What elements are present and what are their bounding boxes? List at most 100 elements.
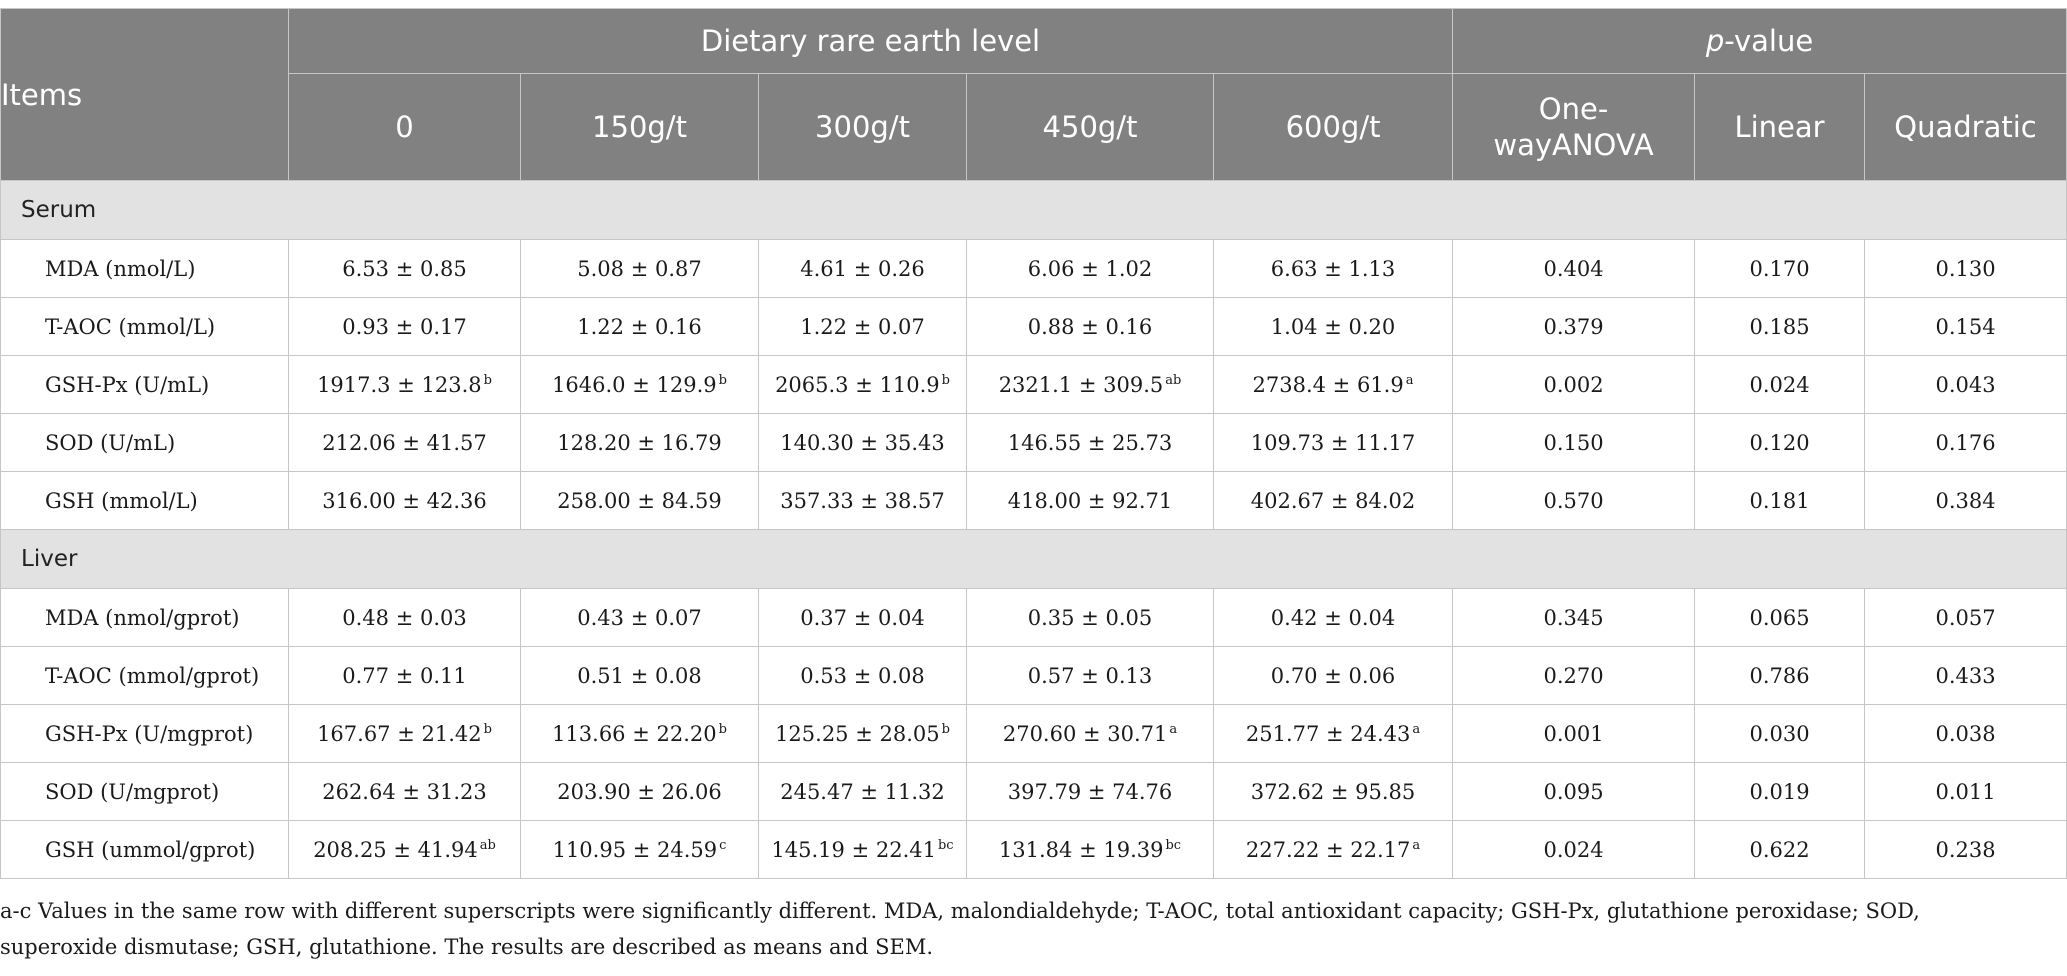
level-header-300: 300g/t xyxy=(758,73,967,181)
mean-sem: 203.90 ± 26.06 xyxy=(557,779,722,804)
mean-sem: 125.25 ± 28.05 xyxy=(775,721,940,746)
value-cell: 110.95 ± 24.59 c xyxy=(520,820,759,879)
mean-sem: 6.06 ± 1.02 xyxy=(1027,256,1153,281)
linear-p-cell: 0.065 xyxy=(1694,588,1866,647)
table-row: MDA (nmol/L) 6.53 ± 0.85 5.08 ± 0.87 4.61 ±… xyxy=(0,239,2067,298)
mean-sem: 131.84 ± 19.39 xyxy=(998,837,1164,862)
significance-superscript: b xyxy=(941,372,950,388)
significance-superscript: b xyxy=(718,372,727,388)
value-cell: 2321.1 ± 309.5 ab xyxy=(966,355,1214,414)
row-label: T-AOC (mmol/gprot) xyxy=(0,646,289,705)
quadratic-p-cell: 0.433 xyxy=(1864,646,2067,705)
value-cell: 1.22 ± 0.07 xyxy=(758,297,967,356)
mean-sem: 397.79 ± 74.76 xyxy=(1007,779,1173,804)
anova-header: One-wayANOVA xyxy=(1452,73,1696,181)
linear-p-cell: 0.024 xyxy=(1694,355,1866,414)
mean-sem: 167.67 ± 21.42 xyxy=(317,721,482,746)
significance-superscript: bc xyxy=(1165,837,1182,853)
value-cell: 270.60 ± 30.71 a xyxy=(966,704,1214,763)
section-row-liver: Liver xyxy=(0,529,2067,589)
header-row-columns: 0 150g/t 300g/t 450g/t 600g/t One-wayANO… xyxy=(1,73,2067,181)
section-label: Serum xyxy=(0,180,2067,240)
mean-sem: 245.47 ± 11.32 xyxy=(780,779,945,804)
linear-p-cell: 0.181 xyxy=(1694,471,1866,530)
value-cell: 0.35 ± 0.05 xyxy=(966,588,1214,647)
significance-superscript: ab xyxy=(1165,372,1182,388)
mean-sem: 1646.0 ± 129.9 xyxy=(552,372,717,397)
mean-sem: 0.88 ± 0.16 xyxy=(1027,314,1153,339)
mean-sem: 251.77 ± 24.43 xyxy=(1245,721,1411,746)
quadratic-p-cell: 0.130 xyxy=(1864,239,2067,298)
quadratic-p-cell: 0.043 xyxy=(1864,355,2067,414)
value-cell: 208.25 ± 41.94 ab xyxy=(288,820,521,879)
mean-sem: 1.22 ± 0.16 xyxy=(577,314,702,339)
value-cell: 113.66 ± 22.20 b xyxy=(520,704,759,763)
mean-sem: 270.60 ± 30.71 xyxy=(1002,721,1168,746)
value-cell: 251.77 ± 24.43 a xyxy=(1212,704,1454,763)
value-cell: 0.88 ± 0.16 xyxy=(966,297,1214,356)
value-cell: 2065.3 ± 110.9 b xyxy=(758,355,967,414)
p-value-suffix: -value xyxy=(1724,24,1814,58)
mean-sem: 0.53 ± 0.08 xyxy=(800,663,925,688)
mean-sem: 0.37 ± 0.04 xyxy=(800,605,925,630)
value-cell: 0.51 ± 0.08 xyxy=(520,646,759,705)
value-cell: 6.06 ± 1.02 xyxy=(966,239,1214,298)
value-cell: 203.90 ± 26.06 xyxy=(520,762,759,821)
mean-sem: 0.35 ± 0.05 xyxy=(1027,605,1153,630)
mean-sem: 0.57 ± 0.13 xyxy=(1027,663,1153,688)
mean-sem: 2321.1 ± 309.5 xyxy=(998,372,1164,397)
value-cell: 0.43 ± 0.07 xyxy=(520,588,759,647)
mean-sem: 1.22 ± 0.07 xyxy=(800,314,925,339)
quadratic-p-cell: 0.238 xyxy=(1864,820,2067,879)
value-cell: 1.22 ± 0.16 xyxy=(520,297,759,356)
row-label: SOD (U/mL) xyxy=(0,413,289,472)
significance-superscript: b xyxy=(483,721,492,737)
value-cell: 128.20 ± 16.79 xyxy=(520,413,759,472)
p-value-italic: p xyxy=(1705,24,1725,58)
value-cell: 227.22 ± 22.17 a xyxy=(1212,820,1454,879)
mean-sem: 0.93 ± 0.17 xyxy=(342,314,467,339)
anova-p-cell: 0.404 xyxy=(1452,239,1696,298)
value-cell: 0.57 ± 0.13 xyxy=(966,646,1214,705)
mean-sem: 5.08 ± 0.87 xyxy=(577,256,702,281)
mean-sem: 372.62 ± 95.85 xyxy=(1250,779,1416,804)
row-label: MDA (nmol/L) xyxy=(0,239,289,298)
value-cell: 4.61 ± 0.26 xyxy=(758,239,967,298)
value-cell: 2738.4 ± 61.9 a xyxy=(1212,355,1454,414)
anova-p-cell: 0.095 xyxy=(1452,762,1696,821)
anova-p-cell: 0.570 xyxy=(1452,471,1696,530)
value-cell: 131.84 ± 19.39 bc xyxy=(966,820,1214,879)
level-header-450: 450g/t xyxy=(966,73,1214,181)
mean-sem: 208.25 ± 41.94 xyxy=(313,837,478,862)
linear-p-cell: 0.185 xyxy=(1694,297,1866,356)
row-label: GSH (ummol/gprot) xyxy=(0,820,289,879)
anova-p-cell: 0.379 xyxy=(1452,297,1696,356)
row-label: GSH-Px (U/mgprot) xyxy=(0,704,289,763)
table-footnote: a-c Values in the same row with differen… xyxy=(0,899,1920,959)
value-cell: 262.64 ± 31.23 xyxy=(288,762,521,821)
row-label: GSH-Px (U/mL) xyxy=(0,355,289,414)
mean-sem: 128.20 ± 16.79 xyxy=(557,430,722,455)
mean-sem: 0.43 ± 0.07 xyxy=(577,605,702,630)
quadratic-p-cell: 0.038 xyxy=(1864,704,2067,763)
results-table: Items Dietary rare earth level p-value 0… xyxy=(0,8,2067,879)
mean-sem: 0.42 ± 0.04 xyxy=(1270,605,1396,630)
quadratic-p-cell: 0.384 xyxy=(1864,471,2067,530)
value-cell: 316.00 ± 42.36 xyxy=(288,471,521,530)
anova-p-cell: 0.270 xyxy=(1452,646,1696,705)
mean-sem: 0.77 ± 0.11 xyxy=(342,663,467,688)
value-cell: 1917.3 ± 123.8 b xyxy=(288,355,521,414)
mean-sem: 0.48 ± 0.03 xyxy=(342,605,467,630)
dietary-level-group-header: Dietary rare earth level xyxy=(287,8,1454,74)
anova-p-cell: 0.150 xyxy=(1452,413,1696,472)
items-header: Items xyxy=(0,8,289,181)
mean-sem: 227.22 ± 22.17 xyxy=(1245,837,1411,862)
mean-sem: 262.64 ± 31.23 xyxy=(322,779,487,804)
linear-p-cell: 0.120 xyxy=(1694,413,1866,472)
value-cell: 0.37 ± 0.04 xyxy=(758,588,967,647)
table-row: GSH-Px (U/mL) 1917.3 ± 123.8 b 1646.0 ± 129… xyxy=(0,355,2067,414)
row-label: T-AOC (mmol/L) xyxy=(0,297,289,356)
linear-p-cell: 0.170 xyxy=(1694,239,1866,298)
section-row-serum: Serum xyxy=(0,180,2067,240)
significance-superscript: b xyxy=(941,721,950,737)
